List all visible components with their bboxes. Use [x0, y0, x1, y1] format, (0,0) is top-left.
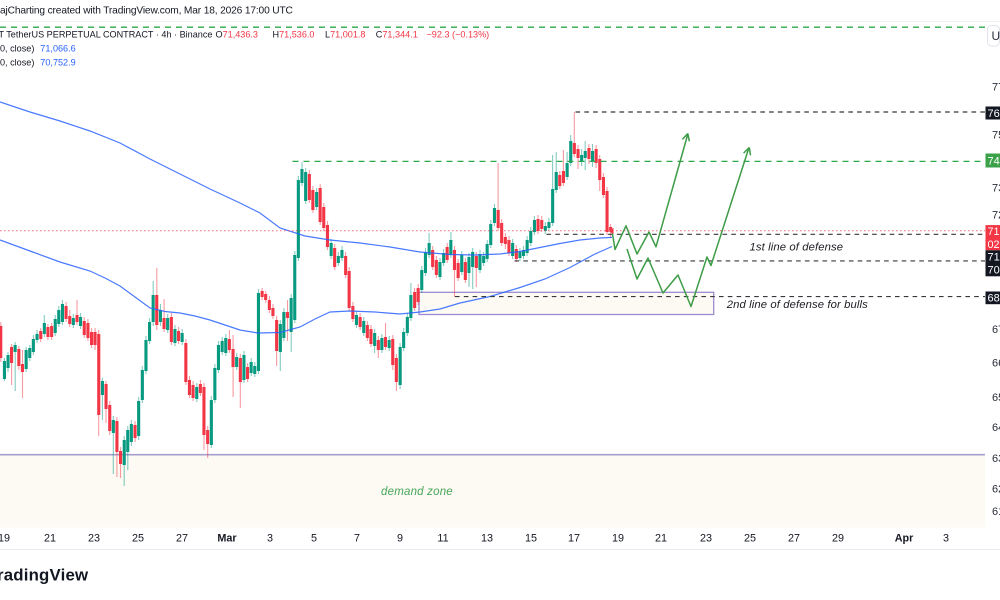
svg-text:21: 21: [655, 533, 667, 545]
svg-text:2nd line of defense for bulls: 2nd line of defense for bulls: [726, 299, 868, 311]
svg-text:19: 19: [0, 533, 10, 545]
svg-text:27: 27: [788, 533, 800, 545]
svg-text:H71,536.0: H71,536.0: [273, 30, 315, 40]
svg-text:61,800: 61,800: [992, 506, 1000, 518]
svg-text:77,000: 77,000: [992, 82, 1000, 94]
svg-text:0, close): 0, close): [0, 57, 34, 67]
svg-text:Mar: Mar: [217, 533, 237, 545]
svg-text:02:45:12: 02:45:12: [988, 239, 1000, 251]
svg-text:1st line of defense: 1st line of defense: [750, 242, 844, 254]
svg-text:29: 29: [832, 533, 844, 545]
svg-text:U: U: [992, 29, 1000, 43]
svg-text:13: 13: [481, 533, 493, 545]
svg-text:L71,001.8: L71,001.8: [325, 30, 365, 40]
svg-text:71,122: 71,122: [988, 252, 1000, 264]
svg-text:71,344.1: 71,344.1: [988, 226, 1000, 238]
svg-text:9: 9: [397, 533, 403, 545]
svg-text:62,500: 62,500: [992, 484, 1000, 496]
svg-text:O71,436.3: O71,436.3: [216, 30, 258, 40]
svg-text:70,112: 70,112: [988, 265, 1000, 277]
svg-text:ajCharting created with Tradin: ajCharting created with TradingView.com,…: [0, 6, 293, 17]
svg-text:74,058: 74,058: [988, 155, 1000, 167]
svg-text:25: 25: [132, 533, 144, 545]
svg-text:C71,344.1: C71,344.1: [376, 30, 418, 40]
svg-text:71,066.6: 71,066.6: [40, 44, 75, 54]
svg-text:67,500: 67,500: [992, 324, 1000, 336]
svg-text:75,000: 75,000: [992, 129, 1000, 141]
svg-text:3: 3: [943, 533, 949, 545]
svg-text:23: 23: [700, 533, 712, 545]
svg-text:65,500: 65,500: [992, 392, 1000, 404]
svg-text:11: 11: [437, 533, 448, 545]
svg-text:17: 17: [568, 533, 580, 545]
svg-text:T TetherUS PERPETUAL CONTRACT: T TetherUS PERPETUAL CONTRACT · 4h · Bin…: [0, 30, 212, 40]
svg-text:25: 25: [744, 533, 756, 545]
svg-text:27: 27: [176, 533, 188, 545]
svg-text:Apr: Apr: [895, 533, 914, 545]
svg-text:64,500: 64,500: [992, 422, 1000, 434]
svg-text:0, close): 0, close): [0, 44, 34, 54]
svg-text:70,752.9: 70,752.9: [40, 57, 75, 67]
svg-text:68,735: 68,735: [988, 293, 1000, 305]
svg-text:−92.3 (−0.13%): −92.3 (−0.13%): [427, 30, 490, 40]
svg-text:3: 3: [267, 533, 273, 545]
svg-text:23: 23: [88, 533, 100, 545]
svg-text:5: 5: [311, 533, 317, 545]
svg-text:72,000: 72,000: [992, 209, 1000, 221]
svg-text:76,022: 76,022: [988, 108, 1000, 120]
svg-text:66,500: 66,500: [992, 358, 1000, 370]
svg-text:15: 15: [525, 533, 537, 545]
svg-text:7: 7: [354, 533, 360, 545]
svg-text:63,500: 63,500: [992, 453, 1000, 465]
svg-text:demand zone: demand zone: [381, 486, 453, 498]
svg-text:21: 21: [44, 533, 56, 545]
svg-text:73,000: 73,000: [992, 182, 1000, 194]
svg-text:TradingView: TradingView: [0, 566, 89, 585]
svg-text:19: 19: [612, 533, 624, 545]
